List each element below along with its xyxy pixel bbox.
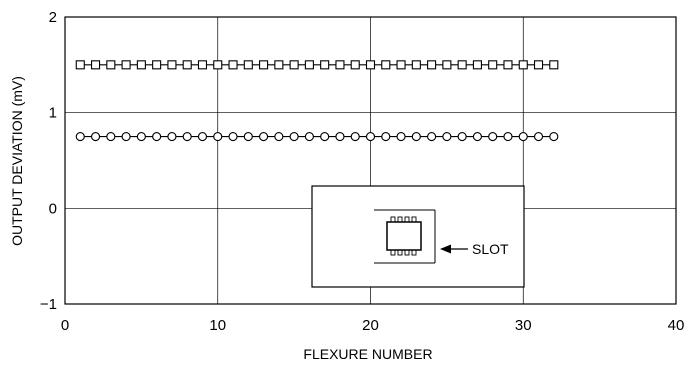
data-point-square bbox=[320, 60, 330, 70]
data-point-square bbox=[213, 60, 223, 70]
inset-diagram: SLOT bbox=[311, 185, 525, 288]
y-tick-label: −1 bbox=[40, 296, 57, 313]
data-point-square bbox=[365, 60, 376, 70]
data-point-circle bbox=[289, 132, 299, 142]
data-point-circle bbox=[518, 132, 528, 142]
slot-label: SLOT bbox=[472, 241, 509, 257]
x-tick-label: 20 bbox=[362, 317, 379, 334]
data-point-square bbox=[91, 60, 101, 70]
series-layer bbox=[75, 60, 559, 142]
data-point-circle bbox=[488, 132, 498, 142]
data-point-square bbox=[274, 60, 284, 70]
data-point-square bbox=[182, 60, 192, 70]
data-point-circle bbox=[457, 132, 467, 142]
data-point-circle bbox=[75, 132, 85, 142]
data-point-circle bbox=[335, 132, 345, 142]
data-point-circle bbox=[304, 132, 314, 142]
chip-body bbox=[386, 221, 422, 251]
data-point-circle bbox=[503, 132, 513, 142]
data-point-square bbox=[549, 60, 559, 70]
data-point-square bbox=[259, 60, 269, 70]
data-point-square bbox=[243, 60, 253, 70]
data-point-square bbox=[472, 60, 482, 70]
data-point-square bbox=[503, 60, 513, 70]
data-point-circle bbox=[442, 132, 452, 142]
data-point-square bbox=[121, 60, 131, 70]
data-point-square bbox=[381, 60, 391, 70]
data-point-square bbox=[197, 60, 208, 70]
y-tick-label: 2 bbox=[49, 9, 57, 26]
x-tick-label: 30 bbox=[515, 317, 532, 334]
data-point-square bbox=[411, 60, 421, 70]
data-point-circle bbox=[213, 132, 223, 142]
data-point-square bbox=[350, 60, 360, 70]
data-point-square bbox=[442, 60, 452, 70]
data-point-circle bbox=[396, 132, 406, 142]
x-tick-label: 0 bbox=[61, 317, 69, 334]
data-point-square bbox=[106, 60, 116, 70]
data-point-circle bbox=[427, 132, 437, 142]
data-point-square bbox=[152, 60, 162, 70]
data-point-circle bbox=[152, 132, 162, 142]
x-axis-title: FLEXURE NUMBER bbox=[303, 346, 432, 362]
chip-pins-top bbox=[390, 216, 417, 223]
data-point-square bbox=[136, 60, 146, 70]
data-point-circle bbox=[228, 132, 238, 142]
data-point-circle bbox=[106, 132, 116, 142]
data-point-square bbox=[167, 60, 177, 70]
data-point-circle bbox=[243, 132, 253, 142]
data-point-circle bbox=[274, 132, 284, 142]
data-point-square bbox=[518, 60, 528, 70]
plot-frame bbox=[64, 16, 677, 305]
data-point-circle bbox=[365, 132, 376, 142]
data-point-square bbox=[289, 60, 299, 70]
data-point-circle bbox=[136, 132, 146, 142]
data-point-circle bbox=[91, 132, 101, 142]
x-tick-label: 40 bbox=[668, 317, 685, 334]
data-point-square bbox=[533, 60, 544, 70]
data-point-circle bbox=[182, 132, 192, 142]
data-point-circle bbox=[121, 132, 131, 142]
data-point-square bbox=[228, 60, 238, 70]
data-point-square bbox=[335, 60, 345, 70]
data-point-square bbox=[457, 60, 467, 70]
data-point-circle bbox=[259, 132, 269, 142]
chip-pins-bottom bbox=[390, 249, 417, 256]
data-point-circle bbox=[411, 132, 421, 142]
y-axis-title: OUTPUT DEVIATION (mV) bbox=[9, 76, 25, 246]
data-point-circle bbox=[167, 132, 177, 142]
data-point-circle bbox=[350, 132, 360, 142]
data-point-square bbox=[304, 60, 314, 70]
data-point-square bbox=[488, 60, 498, 70]
data-point-circle bbox=[320, 132, 330, 142]
data-point-square bbox=[75, 60, 85, 70]
slot-arrow-head bbox=[440, 244, 451, 254]
y-tick-label: 1 bbox=[49, 105, 57, 122]
data-point-circle bbox=[197, 132, 208, 142]
data-point-square bbox=[427, 60, 437, 70]
data-point-circle bbox=[533, 132, 544, 142]
x-tick-label: 10 bbox=[209, 317, 226, 334]
y-tick-label: 0 bbox=[49, 200, 57, 217]
data-point-circle bbox=[549, 132, 559, 142]
data-point-circle bbox=[381, 132, 391, 142]
data-point-circle bbox=[472, 132, 482, 142]
data-point-square bbox=[396, 60, 406, 70]
